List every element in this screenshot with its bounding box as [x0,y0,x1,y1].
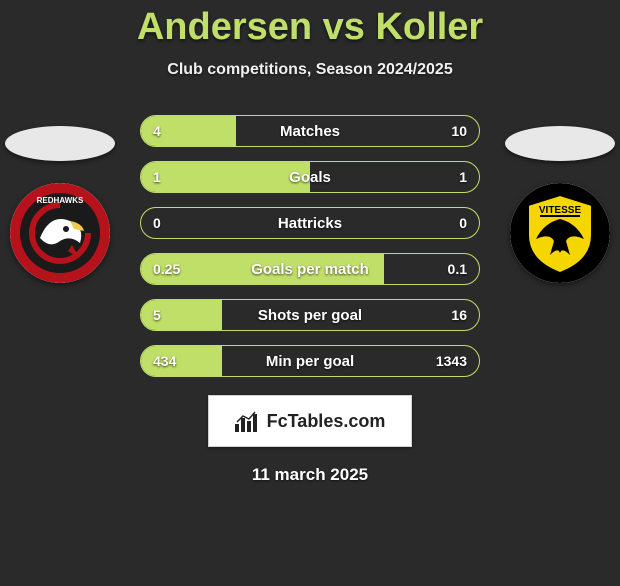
svg-text:VITESSE: VITESSE [539,205,582,216]
stats-table: 4Matches10 1Goals1 0Hattricks0 0.25Goals pe… [140,115,480,377]
stat-fill [141,300,222,330]
stat-right-value: 1 [459,162,467,192]
stat-row: 4Matches10 [140,115,480,147]
redhawks-badge-icon: REDHAWKS [10,183,110,283]
stat-row: 0.25Goals per match0.1 [140,253,480,285]
attribution-text: FcTables.com [267,411,386,432]
left-club-badge: REDHAWKS [10,183,110,283]
stat-row: 0Hattricks0 [140,207,480,239]
stat-fill [141,346,222,376]
right-player-column: VITESSE [500,126,620,283]
stat-label: Hattricks [141,208,479,238]
stat-row: 434Min per goal1343 [140,345,480,377]
stat-right-value: 1343 [436,346,467,376]
left-player-column: REDHAWKS [0,126,120,283]
date-label: 11 march 2025 [0,465,620,485]
fctables-logo-icon [235,410,261,432]
stat-right-value: 0 [459,208,467,238]
attribution-badge[interactable]: FcTables.com [208,395,412,447]
svg-text:REDHAWKS: REDHAWKS [37,196,84,205]
stat-right-value: 0.1 [448,254,467,284]
stat-row: 1Goals1 [140,161,480,193]
vitesse-badge-icon: VITESSE [510,183,610,283]
page-title: Andersen vs Koller [0,6,620,49]
stat-fill [141,254,384,284]
left-player-photo-placeholder [5,126,115,161]
right-club-badge: VITESSE [510,183,610,283]
right-player-photo-placeholder [505,126,615,161]
stat-row: 5Shots per goal16 [140,299,480,331]
stat-left-value: 0 [153,208,161,238]
stat-fill [141,116,236,146]
subtitle: Club competitions, Season 2024/2025 [0,61,620,79]
stat-right-value: 10 [451,116,467,146]
stat-right-value: 16 [451,300,467,330]
stat-fill [141,162,310,192]
